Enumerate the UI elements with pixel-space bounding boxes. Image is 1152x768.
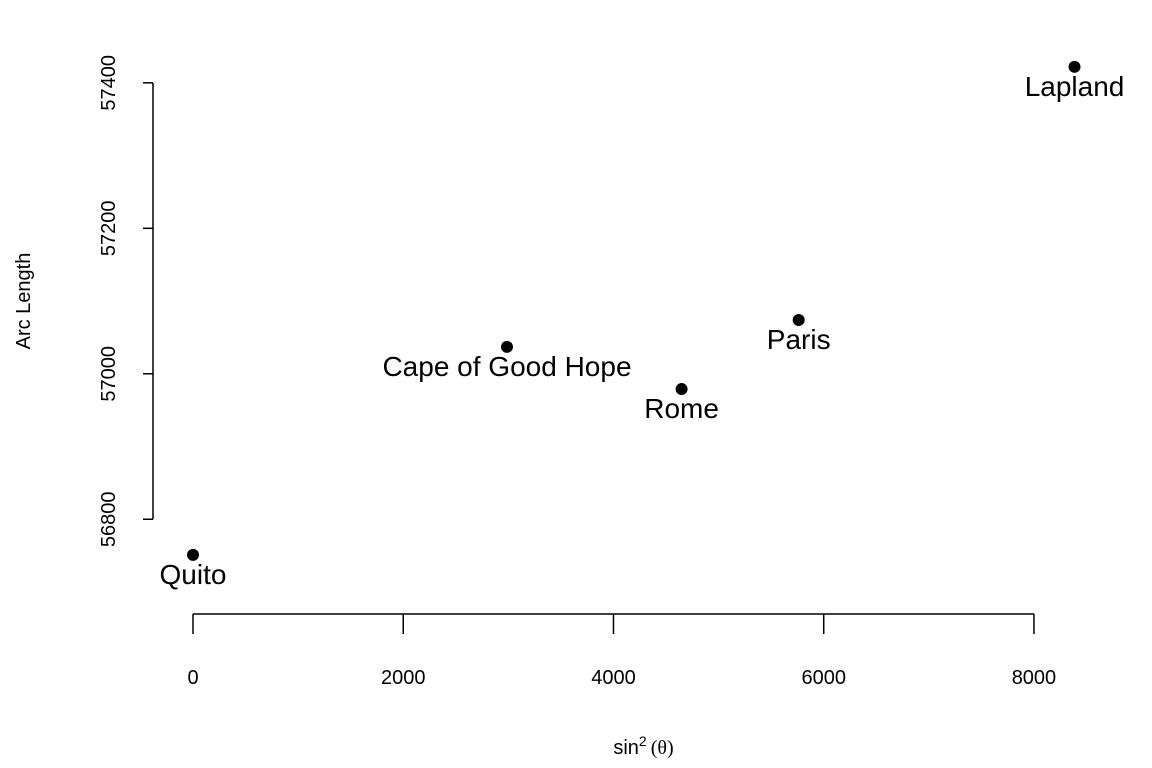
data-point [187,548,199,561]
x-tick-label: 0 [187,667,198,689]
point-label: Lapland [1025,71,1125,102]
point-label: Paris [767,324,831,355]
y-tick-label: 57200 [98,200,120,256]
x-axis-title-superscript: 2 [639,733,647,749]
point-labels: Quito Cape of Good Hope Rome Paris Lapland [160,71,1125,590]
data-point [1068,60,1081,73]
data-point [500,340,513,353]
x-tick-label: 6000 [801,667,846,689]
x-tick-label: 2000 [381,667,426,689]
x-tick-label: 4000 [591,667,636,689]
y-tick-label: 56800 [98,491,120,547]
point-label: Quito [160,559,227,590]
y-axis-title: Arc Length [13,253,35,350]
x-axis-title-argument: (θ) [651,737,674,759]
x-axis-title: sin2 (θ) [613,733,673,759]
y-axis: 56800 57000 57200 57400 [98,55,154,547]
data-points [187,60,1081,561]
data-point [675,383,688,396]
y-tick-label: 57000 [98,346,120,402]
x-tick-label: 8000 [1012,667,1057,689]
y-tick-label: 57400 [98,55,120,111]
x-axis: 0 2000 4000 6000 8000 [187,613,1057,689]
x-axis-title-base: sin [613,737,639,759]
data-point [792,313,805,326]
point-label: Rome [644,393,719,424]
point-label: Cape of Good Hope [382,351,631,382]
